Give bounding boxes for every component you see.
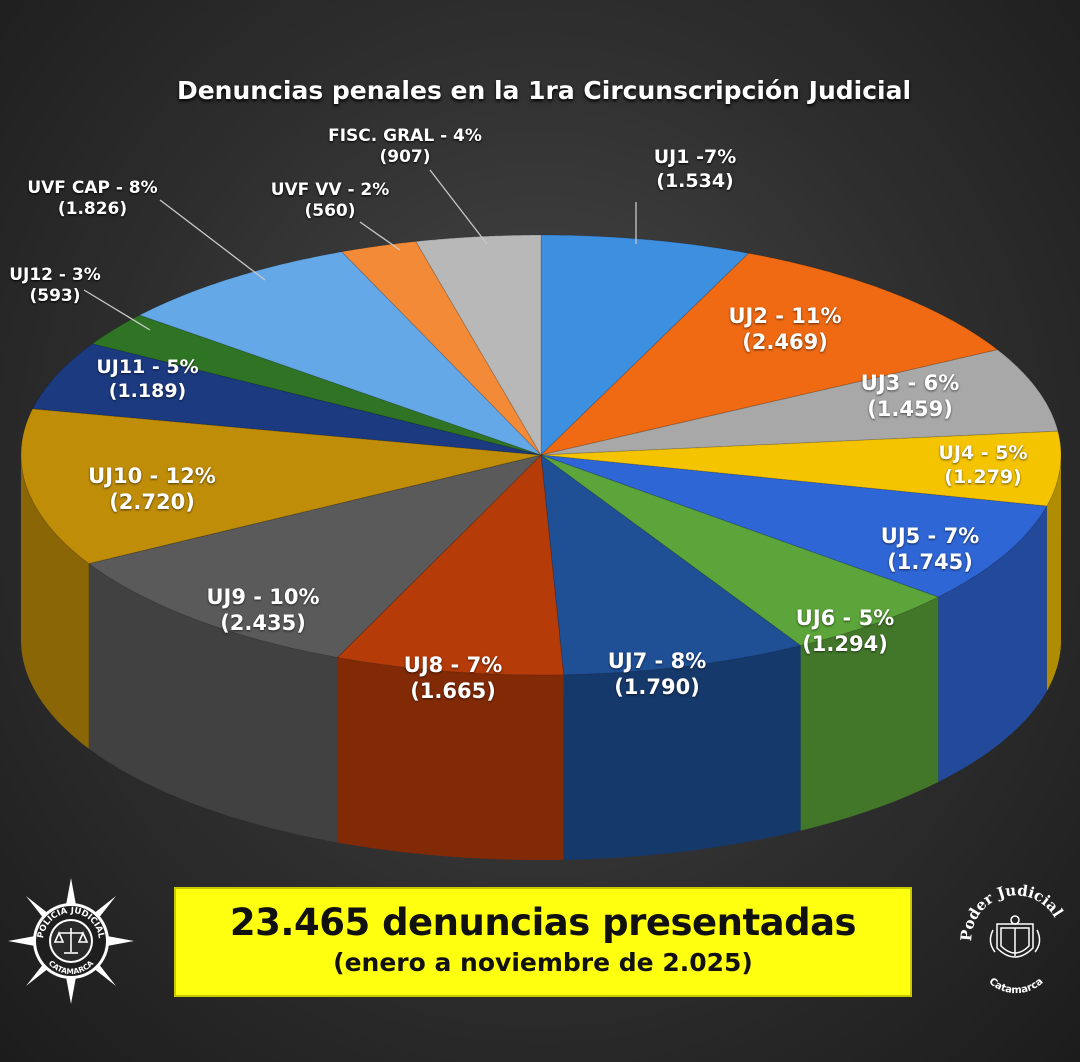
side-uj4 xyxy=(1046,455,1061,692)
poder-judicial-logo: Poder Judicial Catamarca xyxy=(957,881,1067,996)
slice-label-uj9: UJ9 - 10% (2.435) xyxy=(168,584,358,637)
slice-uj8 xyxy=(336,453,565,676)
uj5-count-text: (1.745) xyxy=(887,550,973,575)
total-text: 23.465 denuncias presentadas xyxy=(229,901,857,944)
slice-label-uj8: UJ8 - 7% (1.665) xyxy=(358,652,548,705)
uj10-label-text: UJ10 - 12% xyxy=(88,464,216,488)
uvf-cap-count-text: (1.826) xyxy=(57,199,128,220)
leader-line-uvf-cap xyxy=(159,199,266,281)
slice-label-uj11: UJ11 - 5% (1.189) xyxy=(60,356,235,404)
uj12-label-text: UJ12 - 3% xyxy=(9,265,101,285)
uj9-count-text: (2.435) xyxy=(220,611,306,636)
uj6-label-text: UJ6 - 5% xyxy=(795,606,895,630)
uvf-vv-count-text: (560) xyxy=(304,201,356,222)
right-logo-bottom-text: Catamarca xyxy=(987,976,1046,996)
side-uj5 xyxy=(938,506,1047,782)
scales-icon xyxy=(53,928,89,954)
slice-uj5 xyxy=(540,454,1048,598)
slice-fisc-gral xyxy=(415,234,542,457)
slice-uj2 xyxy=(539,252,999,456)
uvf-vv-label-text: UVF VV - 2% xyxy=(270,180,390,200)
uj1-count-text: (1.534) xyxy=(656,169,734,192)
slice-uj9 xyxy=(87,454,543,658)
uj7-count-text: (1.790) xyxy=(614,675,700,700)
slice-uj11 xyxy=(31,343,542,456)
slice-uvf-vv xyxy=(340,240,542,456)
slice-label-uj6: UJ6 - 5% (1.294) xyxy=(750,605,940,658)
slice-label-uj10: UJ10 - 12% (2.720) xyxy=(52,463,252,516)
chart-title: Denuncias penales en la 1ra Circunscripc… xyxy=(176,76,912,105)
period-text: (enero a noviembre de 2.025) xyxy=(333,948,753,977)
uj3-count-text: (1.459) xyxy=(867,397,953,422)
uj3-label-text: UJ3 - 6% xyxy=(860,371,960,395)
fisc-gral-label-text: FISC. GRAL - 4% xyxy=(328,126,482,146)
pie-top xyxy=(20,234,1062,676)
pie-sides xyxy=(21,455,1061,860)
leader-line-fisc-gral xyxy=(429,169,488,245)
uj6-count-text: (1.294) xyxy=(802,632,888,657)
side-uj10 xyxy=(21,455,89,749)
coat-of-arms-icon xyxy=(989,915,1041,958)
slice-uj4 xyxy=(540,430,1062,507)
total-banner: 23.465 denuncias presentadas (enero a no… xyxy=(174,887,912,997)
slice-label-uvf-vv: UVF VV - 2% (560) xyxy=(245,180,415,223)
uj5-label-text: UJ5 - 7% xyxy=(880,524,980,548)
uj8-count-text: (1.665) xyxy=(410,679,496,704)
uj8-label-text: UJ8 - 7% xyxy=(403,653,503,677)
side-uj8 xyxy=(337,657,564,860)
uj7-label-text: UJ7 - 8% xyxy=(607,649,707,673)
uj4-label-text: UJ4 - 5% xyxy=(938,442,1028,464)
slice-uj10 xyxy=(20,408,542,565)
uj10-count-text: (2.720) xyxy=(109,490,195,515)
policia-judicial-logo: POLICIA JUDICIAL CATAMARCA xyxy=(8,878,134,1004)
right-logo-top-text: Poder Judicial xyxy=(957,881,1067,942)
slice-uj3 xyxy=(540,349,1059,456)
slice-uj7 xyxy=(540,453,802,676)
slice-label-uj1: UJ1 -7% (1.534) xyxy=(600,146,790,194)
slice-label-uj3: UJ3 - 6% (1.459) xyxy=(815,370,1005,423)
leader-line-uvf-vv xyxy=(359,221,401,251)
uj4-count-text: (1.279) xyxy=(944,465,1022,488)
slice-label-uj5: UJ5 - 7% (1.745) xyxy=(835,523,1025,576)
side-uj9 xyxy=(88,563,338,843)
uj12-count-text: (593) xyxy=(29,286,81,307)
side-uj7 xyxy=(563,645,801,860)
fisc-gral-count-text: (907) xyxy=(379,147,431,168)
slice-uj1 xyxy=(540,234,750,457)
slice-uvf-cap xyxy=(138,251,542,456)
uvf-cap-label-text: UVF CAP - 8% xyxy=(27,178,158,198)
side-uj6 xyxy=(800,597,939,831)
slice-uj6 xyxy=(540,454,940,647)
slice-label-uj4: UJ4 - 5% (1.279) xyxy=(893,442,1073,490)
slice-label-uvf-cap: UVF CAP - 8% (1.826) xyxy=(0,178,185,221)
uj2-label-text: UJ2 - 11% xyxy=(728,304,842,328)
leader-line-uj12 xyxy=(83,289,151,331)
slice-label-uj12: UJ12 - 3% (593) xyxy=(0,265,110,308)
uj1-label-text: UJ1 -7% xyxy=(653,146,737,168)
slice-label-uj7: UJ7 - 8% (1.790) xyxy=(562,648,752,701)
uj2-count-text: (2.469) xyxy=(742,330,828,355)
slice-label-fisc-gral: FISC. GRAL - 4% (907) xyxy=(305,126,505,169)
uj11-label-text: UJ11 - 5% xyxy=(96,356,199,378)
uj11-count-text: (1.189) xyxy=(108,379,187,402)
slice-label-uj2: UJ2 - 11% (2.469) xyxy=(690,303,880,356)
uj9-label-text: UJ9 - 10% xyxy=(206,585,320,609)
